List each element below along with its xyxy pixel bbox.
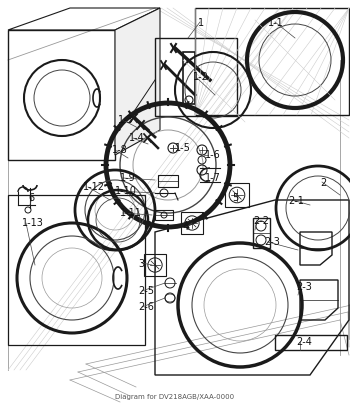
Text: 6: 6 bbox=[28, 193, 34, 203]
Text: 1-8: 1-8 bbox=[112, 145, 128, 155]
Text: 1-11: 1-11 bbox=[120, 208, 142, 218]
Text: 2-5: 2-5 bbox=[138, 286, 154, 296]
Text: 2-1: 2-1 bbox=[288, 196, 304, 206]
Text: 5: 5 bbox=[232, 193, 238, 203]
Bar bbox=[181, 212, 203, 234]
Bar bbox=[155, 38, 237, 116]
Text: 3: 3 bbox=[138, 259, 144, 269]
Text: 1-12: 1-12 bbox=[83, 182, 105, 192]
Text: 2-6: 2-6 bbox=[138, 302, 154, 312]
Text: 2-3: 2-3 bbox=[296, 282, 312, 292]
Text: 1-1: 1-1 bbox=[268, 18, 284, 28]
Text: 1-13: 1-13 bbox=[22, 218, 44, 228]
Bar bbox=[155, 210, 173, 220]
Bar bbox=[158, 175, 178, 187]
Bar bbox=[144, 254, 166, 276]
Polygon shape bbox=[115, 8, 160, 155]
Bar bbox=[225, 183, 249, 207]
Text: 1: 1 bbox=[198, 18, 204, 28]
Bar bbox=[183, 52, 195, 104]
Text: 2-4: 2-4 bbox=[296, 337, 312, 347]
Text: 2-3: 2-3 bbox=[264, 237, 280, 247]
Text: 2: 2 bbox=[320, 178, 326, 188]
Text: 2-2: 2-2 bbox=[253, 216, 269, 226]
Text: Diagram for DV218AGB/XAA-0000: Diagram for DV218AGB/XAA-0000 bbox=[116, 394, 234, 400]
Text: 1-7: 1-7 bbox=[205, 173, 221, 183]
Bar bbox=[275, 335, 347, 350]
Text: 1-5: 1-5 bbox=[175, 143, 191, 153]
Text: 1-4: 1-4 bbox=[129, 133, 145, 143]
Text: 1-9: 1-9 bbox=[120, 173, 136, 183]
Text: 4: 4 bbox=[183, 222, 189, 232]
Text: 1-2: 1-2 bbox=[193, 72, 209, 82]
Text: 1-3: 1-3 bbox=[118, 115, 134, 125]
Text: 1-10: 1-10 bbox=[115, 186, 137, 196]
Text: 1-6: 1-6 bbox=[205, 150, 221, 160]
